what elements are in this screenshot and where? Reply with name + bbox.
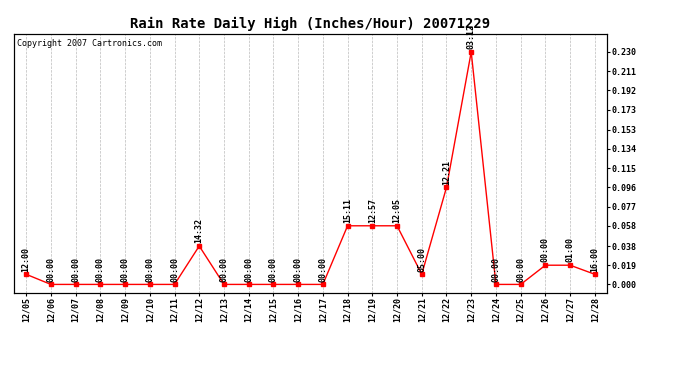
Text: 12:00: 12:00 bbox=[21, 246, 30, 272]
Text: 00:00: 00:00 bbox=[516, 256, 525, 282]
Text: 01:00: 01:00 bbox=[566, 237, 575, 262]
Text: 00:00: 00:00 bbox=[46, 256, 55, 282]
Text: 16:00: 16:00 bbox=[591, 246, 600, 272]
Text: Copyright 2007 Cartronics.com: Copyright 2007 Cartronics.com bbox=[17, 39, 161, 48]
Text: 03:12: 03:12 bbox=[466, 24, 475, 49]
Text: 12:05: 12:05 bbox=[393, 198, 402, 223]
Text: 14:32: 14:32 bbox=[195, 218, 204, 243]
Text: 00:00: 00:00 bbox=[541, 237, 550, 262]
Text: 05:00: 05:00 bbox=[417, 246, 426, 272]
Title: Rain Rate Daily High (Inches/Hour) 20071229: Rain Rate Daily High (Inches/Hour) 20071… bbox=[130, 17, 491, 31]
Text: 00:00: 00:00 bbox=[170, 256, 179, 282]
Text: 00:00: 00:00 bbox=[318, 256, 327, 282]
Text: 00:00: 00:00 bbox=[244, 256, 253, 282]
Text: 00:00: 00:00 bbox=[146, 256, 155, 282]
Text: 00:00: 00:00 bbox=[96, 256, 105, 282]
Text: 00:00: 00:00 bbox=[294, 256, 303, 282]
Text: 12:57: 12:57 bbox=[368, 198, 377, 223]
Text: 00:00: 00:00 bbox=[71, 256, 80, 282]
Text: 00:00: 00:00 bbox=[219, 256, 228, 282]
Text: 15:11: 15:11 bbox=[343, 198, 352, 223]
Text: 00:00: 00:00 bbox=[269, 256, 278, 282]
Text: 12:21: 12:21 bbox=[442, 160, 451, 184]
Text: 00:00: 00:00 bbox=[121, 256, 130, 282]
Text: 00:00: 00:00 bbox=[491, 256, 500, 282]
